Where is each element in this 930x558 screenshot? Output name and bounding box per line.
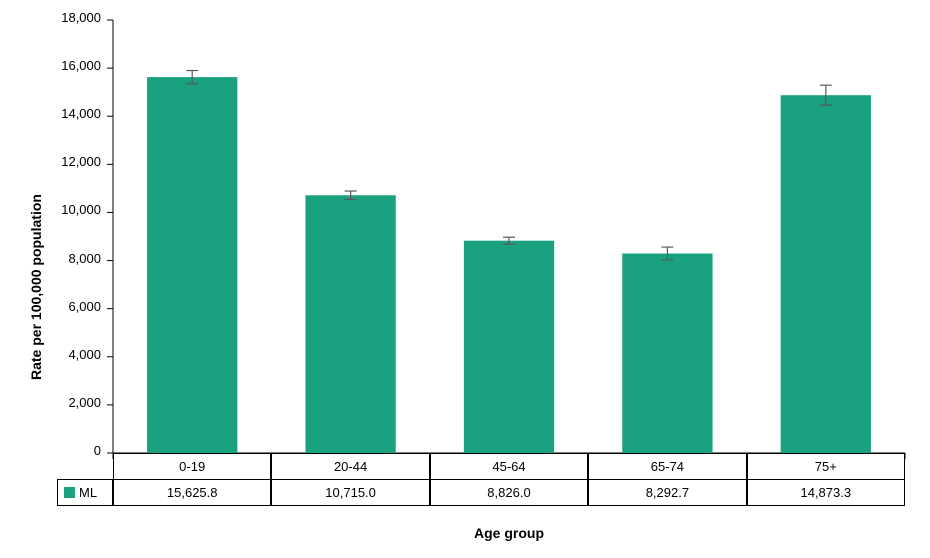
y-tick-label: 16,000 (0, 58, 101, 73)
series-row-header: ML (57, 479, 113, 506)
chart-container: Rate per 100,000 population Age group 02… (0, 0, 930, 558)
y-tick-label: 6,000 (0, 299, 101, 314)
category-cell: 0-19 (113, 453, 271, 480)
series-name-label: ML (79, 485, 97, 500)
value-cell: 8,826.0 (430, 479, 588, 506)
category-cell: 65-74 (588, 453, 746, 480)
y-tick-label: 14,000 (0, 106, 101, 121)
bar (622, 254, 712, 453)
y-tick-label: 2,000 (0, 395, 101, 410)
y-tick-label: 12,000 (0, 154, 101, 169)
category-cell: 75+ (747, 453, 905, 480)
value-cell: 15,625.8 (113, 479, 271, 506)
bar (305, 195, 395, 453)
legend-swatch (64, 487, 75, 498)
category-cell: 20-44 (271, 453, 429, 480)
y-tick-label: 0 (0, 443, 101, 458)
y-tick-label: 10,000 (0, 202, 101, 217)
category-cell: 45-64 (430, 453, 588, 480)
value-cell: 14,873.3 (747, 479, 905, 506)
bar (464, 241, 554, 453)
y-tick-label: 8,000 (0, 251, 101, 266)
y-tick-label: 18,000 (0, 10, 101, 25)
bar (147, 77, 237, 453)
bar (781, 95, 871, 453)
y-tick-label: 4,000 (0, 347, 101, 362)
value-cell: 8,292.7 (588, 479, 746, 506)
value-cell: 10,715.0 (271, 479, 429, 506)
x-axis-title: Age group (113, 525, 905, 541)
